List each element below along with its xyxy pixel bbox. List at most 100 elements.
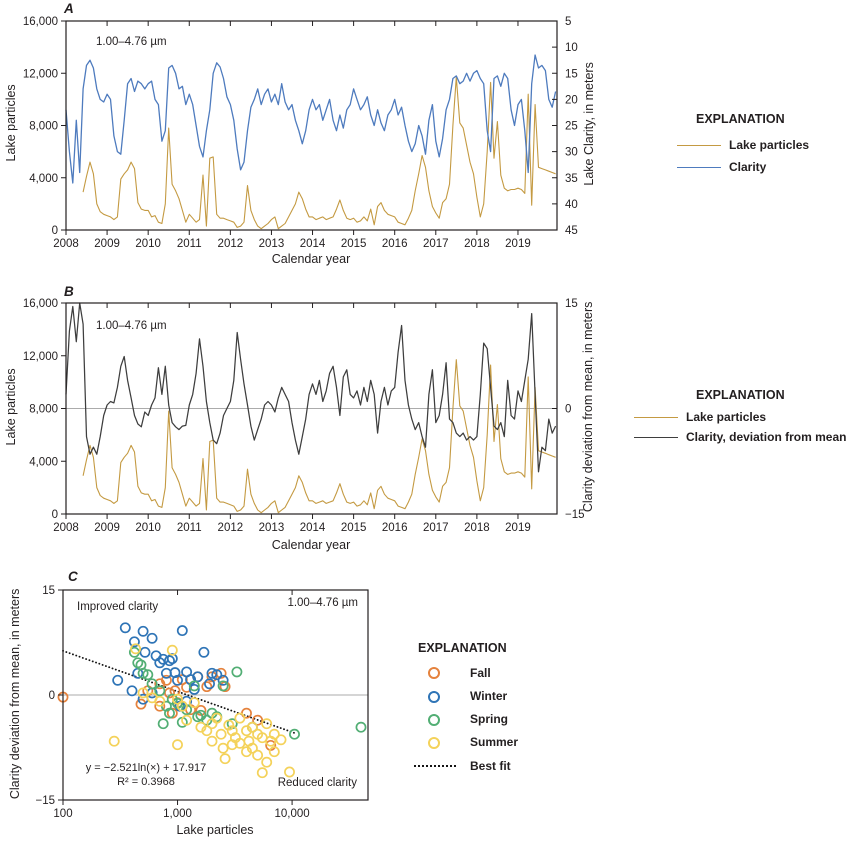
tick-label: 2009 (94, 522, 120, 534)
tick-label: 5 (565, 16, 571, 28)
data-point (142, 669, 154, 681)
series-clarity (65, 54, 557, 184)
tick-label: 2016 (382, 522, 408, 534)
data-point (206, 735, 218, 747)
tick-label: 2014 (300, 522, 326, 534)
tick-label: 2014 (300, 238, 326, 250)
tick-label: 2018 (464, 522, 490, 534)
data-point (204, 678, 215, 690)
best-fit-line (62, 649, 298, 735)
tick-label: 2010 (135, 238, 161, 250)
data-point (256, 767, 268, 779)
tick-label: 2008 (53, 238, 79, 250)
data-point (154, 657, 166, 669)
data-point (108, 735, 120, 747)
data-point (211, 669, 223, 681)
tick-label: 40 (565, 199, 578, 211)
panel-c-y-title: Clarity deviation from mean, in meters (8, 588, 23, 800)
tick-label: 2016 (382, 238, 408, 250)
legend-c-item-label: Summer (470, 735, 519, 750)
tick-label: 1,000 (163, 808, 192, 820)
data-point (164, 687, 175, 699)
data-point (201, 725, 213, 737)
legend-b-item-label: Clarity, deviation from mean (686, 429, 847, 444)
data-point (284, 766, 295, 778)
legend-c-item-label: Winter (470, 688, 508, 703)
legend-c-item-label: Spring (470, 712, 508, 727)
panel-a: 2008 2009 2010 2011 2012 2013 2014 2015 2016 2017… (23, 16, 578, 250)
tick-label: 4,000 (29, 456, 58, 468)
data-point (206, 667, 218, 679)
clarity-deviation-line-swatch (634, 437, 678, 439)
axis-ticks (61, 302, 557, 519)
panel-b-x-title: Calendar year (271, 538, 351, 552)
tick-label: 2017 (423, 238, 449, 250)
tick-label: 8,000 (29, 404, 58, 416)
data-point (188, 697, 200, 709)
lake-particles-line-swatch (677, 144, 721, 146)
data-point (223, 719, 235, 731)
data-point (172, 739, 183, 751)
data-point (166, 644, 178, 656)
data-point (215, 728, 227, 740)
legend-a-item-label: Lake particles (729, 137, 810, 152)
legend-b: EXPLANATION Lake particles Clarity, devi… (634, 388, 847, 444)
data-point (176, 700, 188, 712)
data-point (176, 625, 188, 637)
legend-c-item-winter: Winter (414, 688, 518, 703)
points-summer (108, 643, 295, 779)
data-point (211, 712, 223, 724)
tick-label: 16,000 (23, 16, 58, 28)
data-point (231, 666, 243, 678)
data-point (261, 756, 273, 768)
legend-c-title: EXPLANATION (418, 641, 507, 655)
data-point (201, 681, 213, 693)
tick-label: 35 (565, 173, 578, 185)
data-point (139, 646, 151, 658)
data-point (164, 707, 175, 719)
tick-label: 2011 (177, 238, 202, 250)
data-point (164, 655, 175, 667)
legend-a-title: EXPLANATION (696, 112, 785, 126)
data-point (195, 704, 207, 716)
tick-label: −15 (35, 795, 55, 807)
data-point (246, 742, 258, 754)
data-point (137, 667, 149, 679)
series-clarity-deviation-from-mean (65, 302, 557, 473)
tick-label: 30 (565, 147, 578, 159)
data-point (192, 671, 204, 683)
panel-a-x-title: Calendar year (271, 252, 351, 266)
legend-b-item-label: Lake particles (686, 409, 767, 424)
data-point (252, 714, 264, 726)
data-point (268, 728, 280, 740)
tick-label: 15 (42, 585, 55, 597)
tick-label: 10,000 (274, 808, 309, 820)
tick-label: 2011 (177, 522, 202, 534)
data-point (154, 700, 166, 712)
data-point (119, 622, 131, 634)
panel-c-letter: C (68, 569, 78, 584)
data-point (217, 674, 229, 686)
winter-circle-swatch (428, 690, 440, 703)
data-point (137, 625, 149, 637)
tick-label: 2010 (135, 522, 161, 534)
lake-particles-line-swatch (634, 416, 678, 418)
tick-label: −15 (565, 509, 585, 521)
legend-c-item-best-fit: Best fit (414, 759, 518, 773)
legend-a-item-label: Clarity (729, 159, 767, 174)
data-point (289, 728, 300, 740)
best-fit-swatch-wrap (414, 765, 470, 768)
fall-swatch-wrap (414, 667, 470, 680)
data-point (217, 680, 229, 692)
tick-label: 0 (52, 225, 58, 237)
axis-ticks (58, 589, 293, 805)
tick-label: 15 (565, 68, 578, 80)
improved-clarity-label: Improved clarity (77, 601, 159, 613)
data-point (355, 721, 367, 733)
data-point (188, 683, 200, 695)
tick-label: 2012 (218, 238, 244, 250)
data-point (157, 718, 169, 730)
data-point (146, 678, 158, 690)
data-point (268, 746, 280, 758)
